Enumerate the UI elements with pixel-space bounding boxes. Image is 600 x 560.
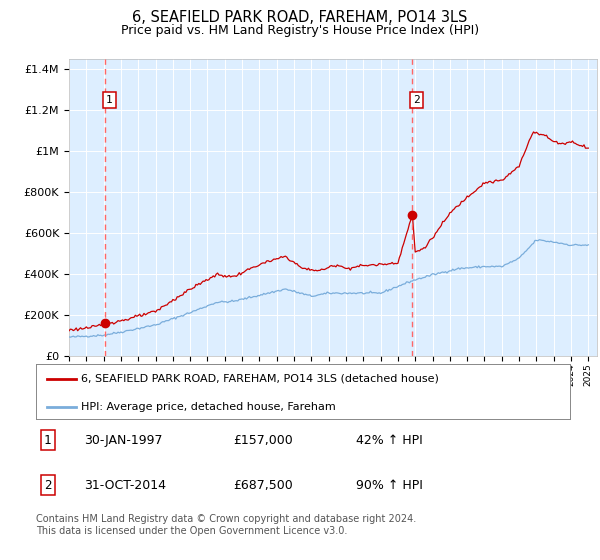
Text: HPI: Average price, detached house, Fareham: HPI: Average price, detached house, Fare… [82,402,336,412]
Text: 2: 2 [413,95,420,105]
Text: 42% ↑ HPI: 42% ↑ HPI [356,433,423,447]
Text: Price paid vs. HM Land Registry's House Price Index (HPI): Price paid vs. HM Land Registry's House … [121,24,479,37]
Text: 1: 1 [44,433,52,447]
Text: 31-OCT-2014: 31-OCT-2014 [84,479,166,492]
Text: £687,500: £687,500 [233,479,293,492]
Text: 6, SEAFIELD PARK ROAD, FAREHAM, PO14 3LS: 6, SEAFIELD PARK ROAD, FAREHAM, PO14 3LS [133,10,467,25]
Text: 90% ↑ HPI: 90% ↑ HPI [356,479,423,492]
Text: 6, SEAFIELD PARK ROAD, FAREHAM, PO14 3LS (detached house): 6, SEAFIELD PARK ROAD, FAREHAM, PO14 3LS… [82,374,439,384]
Text: 2: 2 [44,479,52,492]
Text: Contains HM Land Registry data © Crown copyright and database right 2024.
This d: Contains HM Land Registry data © Crown c… [36,514,416,536]
Text: 30-JAN-1997: 30-JAN-1997 [84,433,163,447]
Text: 1: 1 [106,95,113,105]
Text: £157,000: £157,000 [233,433,293,447]
